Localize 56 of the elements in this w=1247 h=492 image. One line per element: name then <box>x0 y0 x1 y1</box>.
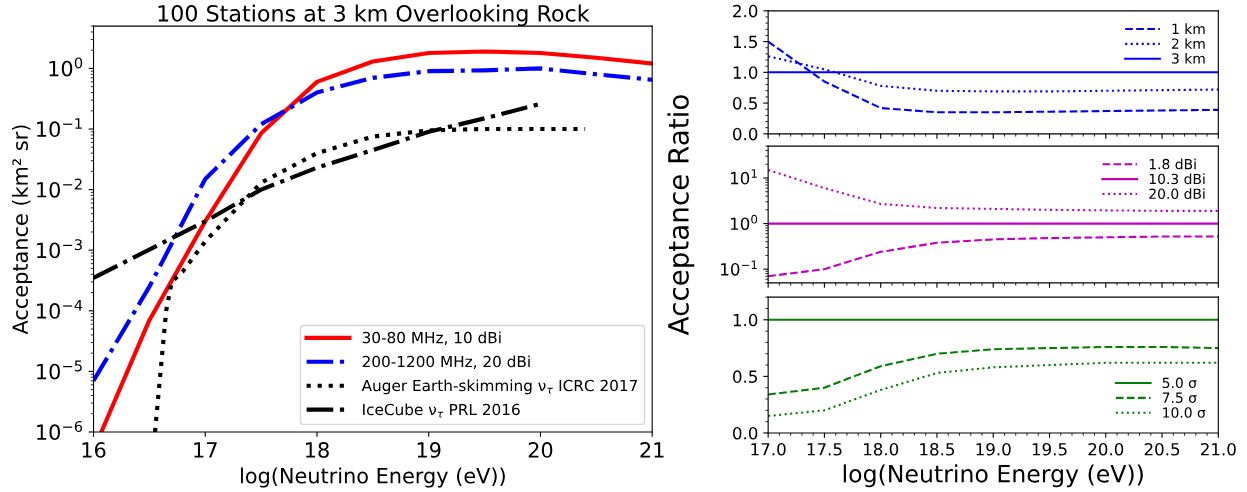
y-tick-label: 0.0 <box>733 426 758 440</box>
legend-label: 10.3 dBi <box>1149 173 1205 185</box>
y-tick-label: 10$^{−1}$ <box>721 260 757 276</box>
y-tick-label: 10$^{−6}$ <box>37 420 83 441</box>
y-axis-title: Acceptance (km² sr) <box>11 125 33 335</box>
x-tick-label: 17.5 <box>807 443 842 456</box>
x-axis-title: log(Neutrino Energy (eV)) <box>241 467 505 488</box>
y-tick-label: 0.5 <box>733 97 757 110</box>
legend-label: 2 km <box>1172 38 1205 49</box>
chart-title: 100 Stations at 3 km Overlooking Rock <box>158 4 590 27</box>
x-tick-label: 17.0 <box>751 442 786 456</box>
legend-label: 200-1200 MHz, 20 dBi <box>362 355 530 369</box>
line-series <box>768 168 1219 212</box>
line-series <box>768 40 1219 114</box>
y-tick-label: 10$^{−2}$ <box>37 178 82 198</box>
y-tick-label: 1.5 <box>733 35 757 49</box>
x-tick-label: 21 <box>640 442 664 458</box>
legend-label: 10.0 σ <box>1163 407 1206 418</box>
legend-label: 30-80 MHz, 10 dBi <box>362 331 501 345</box>
x-tick-label: 19.5 <box>1032 442 1067 456</box>
line-series <box>768 361 1219 418</box>
line-series <box>99 49 653 432</box>
y-tick-label: 1.0 <box>733 66 758 79</box>
y-tick-label: 10$^{0}$ <box>49 57 83 77</box>
y-tick-label: 10$^{0}$ <box>730 214 758 231</box>
legend-label: 20.0 dBi <box>1149 188 1205 200</box>
x-axis-title: log(Neutrino Energy (eV)) <box>843 464 1143 488</box>
y-tick-label: 0.0 <box>733 127 758 141</box>
x-tick-label: 20.5 <box>1144 442 1180 456</box>
x-tick-label: 16 <box>82 442 106 458</box>
legend-label: 5.0 σ <box>1162 377 1197 389</box>
y-tick-label: 10$^{−3}$ <box>37 239 82 259</box>
legend-label: 1.8 dBi <box>1149 158 1196 170</box>
x-tick-label: 20 <box>528 442 553 458</box>
y-tick-label: 1.0 <box>733 313 758 327</box>
legend-label: 3 km <box>1172 52 1205 64</box>
y-tick-label: 10$^{1}$ <box>730 169 757 185</box>
x-tick-label: 19 <box>417 442 441 458</box>
y-tick-label: 10$^{−4}$ <box>37 299 83 319</box>
legend-label: IceCube ν$_{τ}$ PRL 2016 <box>363 403 520 418</box>
legend-label: 7.5 σ <box>1162 392 1197 403</box>
legend-label: 1 km <box>1172 23 1205 34</box>
x-tick-label: 19.0 <box>976 442 1011 456</box>
x-tick-label: 18.0 <box>863 442 899 456</box>
x-tick-label: 20.0 <box>1088 442 1124 456</box>
y-tick-label: 10$^{−1}$ <box>37 118 82 138</box>
y-tick-label: 10$^{−5}$ <box>37 360 82 380</box>
x-tick-label: 21.0 <box>1200 442 1236 456</box>
y-tick-label: 0.5 <box>733 370 757 383</box>
y-axis-title: Acceptance Ratio <box>667 95 695 336</box>
x-tick-label: 17 <box>194 442 217 458</box>
legend-label: Auger Earth-skimming ν$_{τ}$ ICRC 2017 <box>361 379 638 395</box>
y-tick-label: 2.0 <box>733 4 758 18</box>
line-series <box>768 235 1219 278</box>
x-tick-label: 18.5 <box>920 442 955 456</box>
x-tick-label: 18 <box>306 442 329 458</box>
